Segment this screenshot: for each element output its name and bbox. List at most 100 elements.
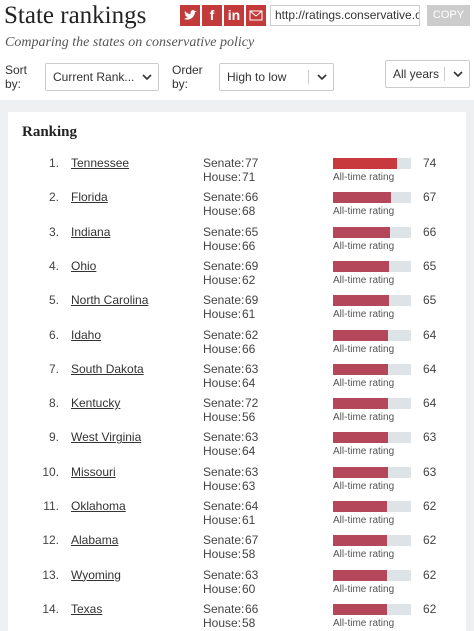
bar-label: All-time rating bbox=[333, 480, 395, 492]
house-label: House: bbox=[203, 444, 242, 459]
rank: 9. bbox=[48, 430, 59, 445]
copy-button[interactable]: COPY bbox=[427, 5, 470, 26]
rating-value: 63 bbox=[423, 464, 437, 479]
senate-score: 63 bbox=[245, 464, 259, 479]
house-score: 61 bbox=[242, 307, 256, 322]
house-score: 62 bbox=[242, 272, 256, 287]
state-link[interactable]: South Dakota bbox=[71, 361, 144, 376]
order-dropdown[interactable]: High to low bbox=[219, 63, 334, 91]
house-label: House: bbox=[203, 513, 242, 527]
sort-label: Sort by: bbox=[5, 63, 28, 91]
email-button[interactable] bbox=[246, 5, 266, 26]
bar-label: All-time rating bbox=[333, 240, 395, 252]
state-link[interactable]: Texas bbox=[71, 601, 103, 616]
house-score: 63 bbox=[242, 478, 256, 493]
state-link[interactable]: Florida bbox=[71, 190, 108, 205]
senate-label: Senate: bbox=[203, 224, 245, 239]
share-url[interactable]: http://ratings.conservative.or bbox=[270, 5, 420, 26]
bar-label: All-time rating bbox=[333, 377, 395, 389]
bar-label: All-time rating bbox=[333, 343, 395, 355]
state-link[interactable]: Tennessee bbox=[71, 156, 130, 170]
bar-label: All-time rating bbox=[333, 172, 395, 183]
senate-label: Senate: bbox=[203, 499, 245, 513]
state-link[interactable]: Alabama bbox=[71, 533, 119, 548]
state-link[interactable]: North Carolina bbox=[71, 293, 149, 308]
senate-score: 72 bbox=[245, 396, 259, 411]
state-link[interactable]: Indiana bbox=[71, 224, 111, 239]
bar-label: All-time rating bbox=[333, 549, 395, 561]
rank: 3. bbox=[48, 224, 59, 239]
house-label: House: bbox=[203, 341, 242, 356]
rank: 8. bbox=[48, 396, 59, 411]
senate-score: 77 bbox=[245, 156, 259, 170]
senate-label: Senate: bbox=[203, 533, 245, 548]
rating-bar bbox=[333, 329, 389, 341]
senate-score: 66 bbox=[245, 190, 259, 205]
rating-bar bbox=[333, 466, 388, 478]
sort-dropdown[interactable]: Current Rank... bbox=[45, 63, 159, 91]
rating-bar bbox=[333, 569, 387, 581]
state-link[interactable]: Wyoming bbox=[71, 567, 121, 582]
senate-label: Senate: bbox=[203, 396, 245, 411]
house-label: House: bbox=[203, 307, 242, 322]
bar-label: All-time rating bbox=[333, 412, 395, 424]
state-link[interactable]: Oklahoma bbox=[71, 499, 126, 513]
linkedin-button[interactable]: in bbox=[224, 5, 244, 26]
rating-value: 64 bbox=[423, 361, 437, 376]
rank: 1. bbox=[48, 156, 59, 170]
bar-label: All-time rating bbox=[333, 309, 395, 321]
state-link[interactable]: Missouri bbox=[71, 464, 116, 479]
rating-bar bbox=[333, 363, 389, 375]
bar-label: All-time rating bbox=[333, 583, 395, 595]
senate-score: 63 bbox=[245, 567, 259, 582]
rank: 12. bbox=[42, 533, 59, 548]
house-label: House: bbox=[203, 170, 242, 184]
rating-bar bbox=[333, 295, 390, 307]
senate-score: 67 bbox=[245, 533, 259, 548]
rank: 10. bbox=[42, 464, 59, 479]
house-score: 58 bbox=[242, 547, 256, 562]
years-dropdown[interactable]: All years bbox=[385, 60, 470, 88]
rating-bar bbox=[333, 158, 398, 169]
senate-label: Senate: bbox=[203, 156, 245, 170]
rank: 7. bbox=[48, 361, 59, 376]
senate-label: Senate: bbox=[203, 464, 245, 479]
twitter-button[interactable] bbox=[180, 5, 200, 26]
facebook-button[interactable]: f bbox=[202, 5, 222, 26]
subtitle: Comparing the states on conservative pol… bbox=[5, 35, 255, 50]
senate-label: Senate: bbox=[203, 190, 245, 205]
state-link[interactable]: Ohio bbox=[71, 258, 97, 273]
house-label: House: bbox=[203, 410, 242, 425]
senate-label: Senate: bbox=[203, 293, 245, 308]
senate-label: Senate: bbox=[203, 327, 245, 342]
rank: 14. bbox=[42, 601, 59, 616]
rating-value: 67 bbox=[423, 190, 437, 205]
order-label: Order by: bbox=[172, 63, 203, 91]
senate-label: Senate: bbox=[203, 361, 245, 376]
rank: 4. bbox=[48, 258, 59, 273]
state-link[interactable]: Kentucky bbox=[71, 396, 121, 411]
rank: 2. bbox=[48, 190, 59, 205]
rating-value: 64 bbox=[423, 327, 437, 342]
house-score: 64 bbox=[242, 444, 256, 459]
house-label: House: bbox=[203, 272, 242, 287]
state-link[interactable]: West Virginia bbox=[71, 430, 142, 445]
rating-value: 65 bbox=[423, 258, 437, 273]
rating-bar bbox=[333, 501, 387, 512]
house-label: House: bbox=[203, 238, 242, 253]
rank: 13. bbox=[42, 567, 59, 582]
house-score: 64 bbox=[242, 375, 256, 390]
years-value: All years bbox=[393, 67, 440, 81]
state-link[interactable]: Idaho bbox=[71, 327, 102, 342]
rating-bar bbox=[333, 226, 391, 238]
house-label: House: bbox=[203, 478, 242, 493]
senate-score: 63 bbox=[245, 361, 259, 376]
senate-score: 64 bbox=[245, 499, 259, 513]
bar-label: All-time rating bbox=[333, 617, 395, 629]
house-label: House: bbox=[203, 375, 242, 390]
house-label: House: bbox=[203, 615, 242, 630]
bar-label: All-time rating bbox=[333, 446, 395, 458]
rating-value: 62 bbox=[423, 533, 437, 548]
rating-bar bbox=[333, 192, 392, 204]
senate-label: Senate: bbox=[203, 601, 245, 616]
